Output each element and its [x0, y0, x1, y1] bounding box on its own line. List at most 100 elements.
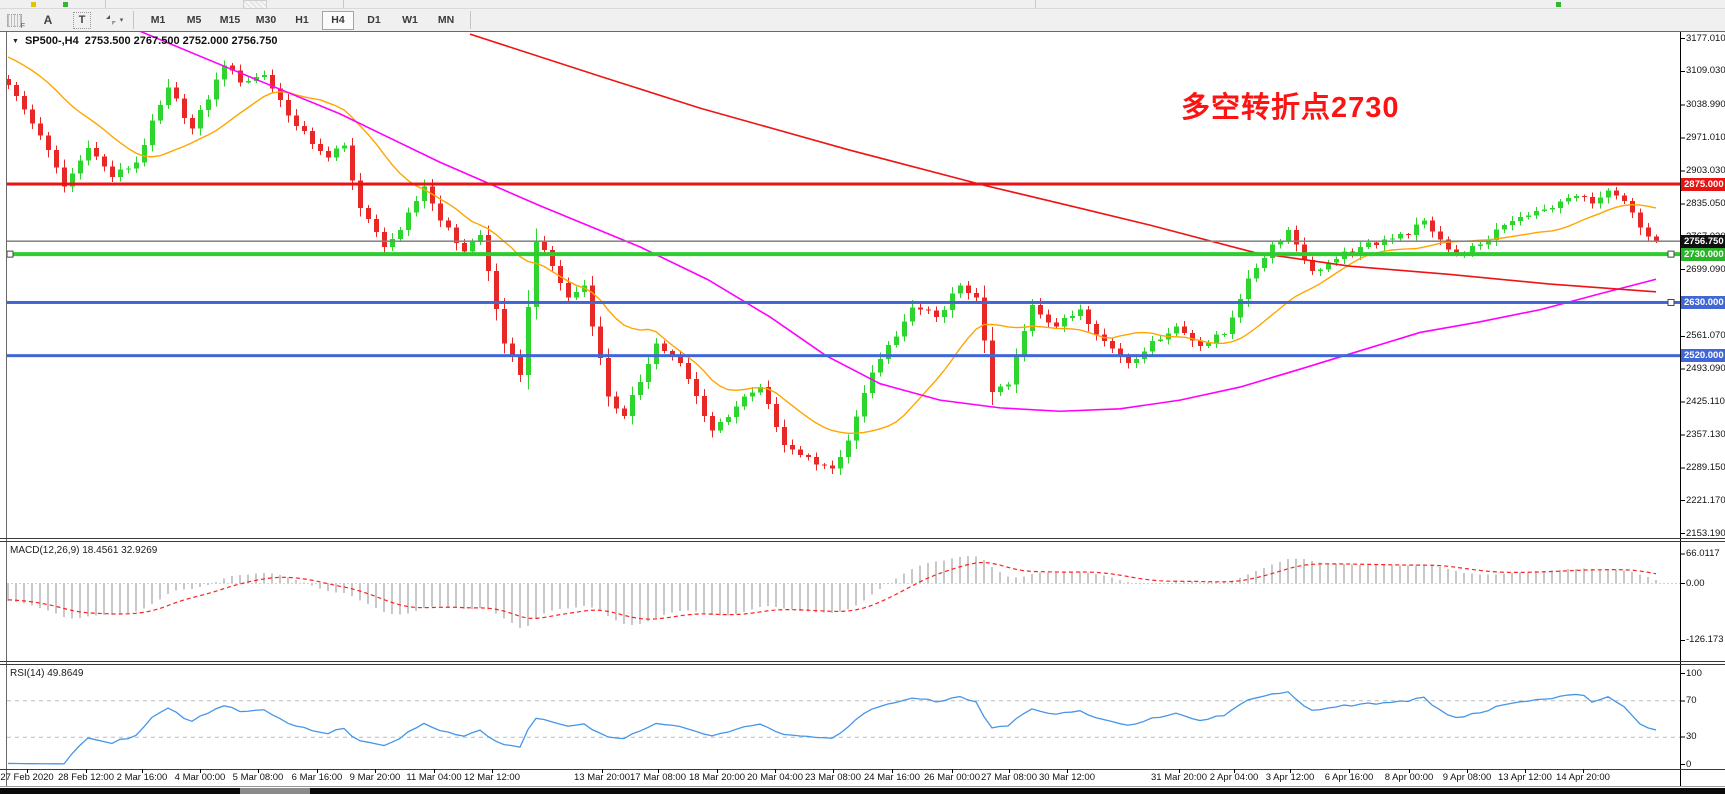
time-label: 27 Feb 2020	[0, 772, 54, 783]
time-label: 17 Mar 08:00	[630, 772, 686, 783]
timeframe-button-H4[interactable]: H4	[322, 10, 354, 30]
toolbar-separator	[133, 11, 134, 29]
toolbar-separator	[470, 11, 471, 29]
chevron-down-icon[interactable]: ▼	[12, 37, 19, 45]
time-label: 27 Mar 08:00	[981, 772, 1037, 783]
insert-text-button[interactable]: A	[37, 11, 59, 29]
timeframe-button-M1[interactable]: M1	[150, 13, 166, 26]
price-tick-label: 2221.170	[1686, 494, 1725, 506]
time-label: 8 Apr 00:00	[1384, 772, 1434, 783]
toolbar-separator	[1035, 0, 1036, 8]
toolbar-speck	[1556, 2, 1561, 7]
rsi-axis-label: 100	[1686, 667, 1702, 679]
text-a-icon: A	[43, 13, 53, 27]
price-tick-label: 2971.010	[1686, 132, 1725, 144]
price-level-badge: 2875.000	[1681, 177, 1725, 191]
ohlc-values: 2753.500 2767.500 2752.000 2756.750	[84, 35, 278, 47]
rsi-axis-label: 0	[1686, 758, 1692, 770]
grid-icon	[6, 13, 22, 27]
time-label: 2 Apr 04:00	[1209, 772, 1259, 783]
hline-2730	[7, 252, 1680, 257]
arrow-objects-button[interactable]: ▾	[103, 11, 125, 29]
time-label: 9 Apr 08:00	[1442, 772, 1492, 783]
line-handle	[7, 250, 14, 258]
time-label: 24 Mar 16:00	[864, 772, 920, 783]
line-handle	[1667, 298, 1675, 306]
toolbar-separator	[343, 0, 344, 8]
candles	[7, 60, 1659, 476]
time-label: 9 Mar 20:00	[349, 772, 401, 783]
timeframe-button-D1[interactable]: D1	[367, 13, 381, 26]
hline-2630	[7, 300, 1680, 304]
time-label: 14 Apr 20:00	[1556, 772, 1610, 783]
time-label: 26 Mar 00:00	[924, 772, 980, 783]
macd-values: 18.4561 32.9269	[82, 545, 158, 556]
macd-label: MACD(12,26,9) 18.4561 32.9269	[10, 545, 158, 556]
timeframe-button-MN[interactable]: MN	[437, 13, 455, 26]
time-label: 13 Apr 12:00	[1498, 772, 1552, 783]
price-tick-label: 2835.050	[1686, 197, 1725, 209]
time-label: 31 Mar 20:00	[1151, 772, 1207, 783]
time-label: 11 Mar 04:00	[406, 772, 462, 783]
timeframe-button-W1[interactable]: W1	[402, 13, 418, 26]
timeframe-button-M15[interactable]: M15	[219, 13, 241, 26]
annotation-text: 多空转折点2730	[1181, 92, 1400, 124]
time-label: 23 Mar 08:00	[805, 772, 861, 783]
time-label: 4 Mar 00:00	[174, 772, 226, 783]
price-level-badge: 2520.000	[1681, 349, 1725, 363]
macd-axis-label: 66.0117	[1686, 547, 1720, 559]
time-label: 20 Mar 04:00	[747, 772, 803, 783]
line-handle	[1667, 250, 1675, 258]
price-level-badge: 2630.000	[1681, 295, 1725, 309]
text-t-icon: T	[78, 14, 86, 26]
time-label: 3 Apr 12:00	[1265, 772, 1315, 783]
timeframe-button-M30[interactable]: M30	[255, 13, 277, 26]
grid-crosshair-button[interactable]: F	[3, 11, 25, 30]
toolbar-separator	[105, 0, 106, 8]
time-label: 5 Mar 08:00	[232, 772, 284, 783]
arrows-icon	[105, 14, 117, 26]
time-label: 6 Mar 16:00	[291, 772, 343, 783]
grid-icon-label: F	[20, 23, 25, 30]
rsi-axis-label: 30	[1686, 731, 1697, 743]
chart-title: ▼ SP500-,H4 2753.500 2767.500 2752.000 2…	[12, 35, 277, 47]
macd-axis-label: -126.173	[1686, 634, 1724, 646]
time-label: 30 Mar 12:00	[1039, 772, 1095, 783]
price-tick-label: 2153.190	[1686, 527, 1725, 539]
rsi-layer	[7, 691, 1680, 765]
upper-toolbar-remnant	[0, 0, 1725, 9]
macd-layer	[7, 556, 1680, 628]
timeframe-button-M5[interactable]: M5	[186, 13, 202, 26]
rsi-value: 49.8649	[47, 668, 84, 679]
time-label: 18 Mar 20:00	[689, 772, 745, 783]
hline-2875	[7, 182, 1680, 186]
rsi-label: RSI(14) 49.8649	[10, 668, 84, 679]
price-tick-label: 3038.990	[1686, 99, 1725, 111]
price-tick-label: 3177.010	[1686, 32, 1725, 44]
bottom-edge-segment	[240, 788, 310, 794]
macd-axis-label: 0.00	[1686, 577, 1705, 589]
rsi-axis-label: 70	[1686, 694, 1697, 706]
price-tick-label: 2357.130	[1686, 428, 1725, 440]
axes-layer	[0, 31, 1725, 787]
text-label-button[interactable]: T	[73, 11, 91, 29]
price-tick-label: 2903.030	[1686, 164, 1725, 176]
time-label: 2 Mar 16:00	[116, 772, 168, 783]
bottom-window-edge	[0, 788, 1725, 794]
price-level-badge: 2730.000	[1681, 247, 1725, 261]
chevron-down-icon: ▾	[119, 17, 124, 24]
bid-price-line	[7, 240, 1680, 242]
time-label: 13 Mar 20:00	[574, 772, 630, 783]
current-price-badge: 2756.750	[1681, 234, 1725, 248]
main-plot-layer	[7, 32, 1680, 476]
time-label: 6 Apr 16:00	[1324, 772, 1374, 783]
timeframe-button-H1[interactable]: H1	[295, 13, 309, 26]
time-label: 12 Mar 12:00	[464, 772, 520, 783]
timeframe-group: M1 M5 M15 M30 H1 H4 D1 W1 MN	[140, 10, 464, 30]
symbol-period-label: SP500-,H4	[24, 35, 79, 47]
hline-2520	[7, 354, 1680, 358]
macd-histogram	[7, 556, 1657, 628]
price-tick-label: 2699.090	[1686, 263, 1725, 275]
